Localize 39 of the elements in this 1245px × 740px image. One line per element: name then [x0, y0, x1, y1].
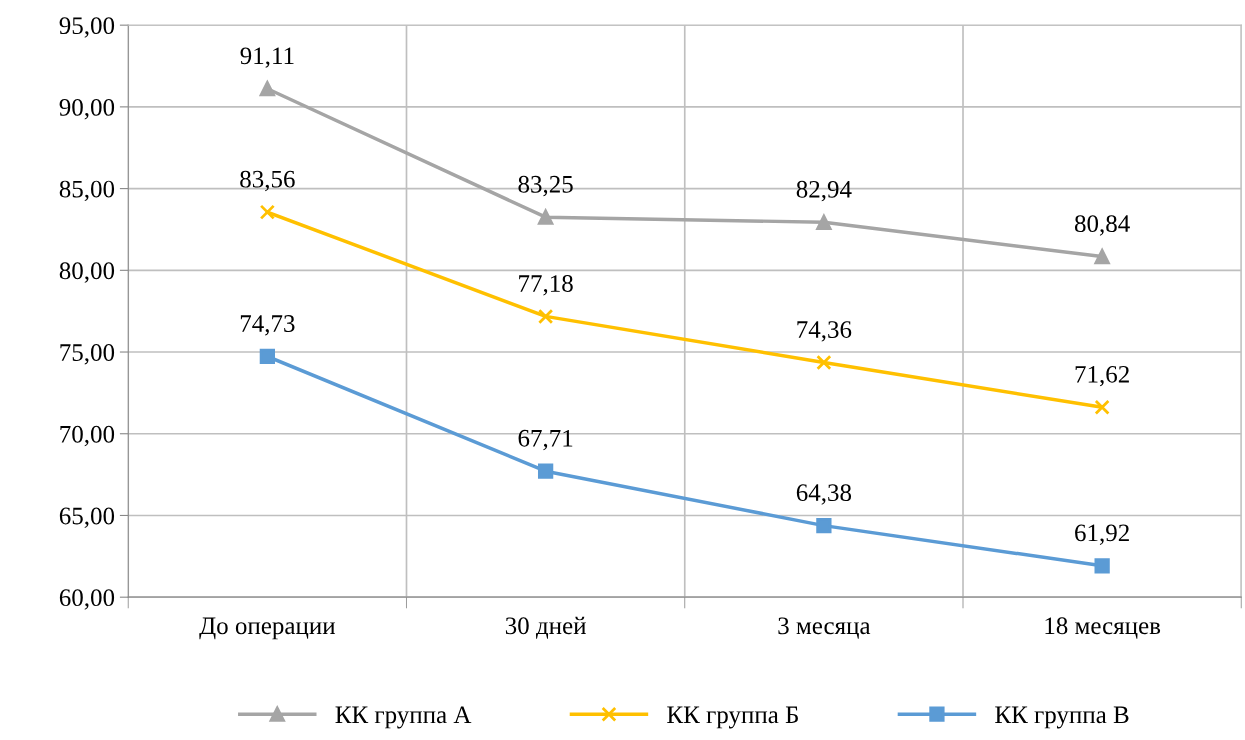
data-label: 82,94 — [796, 180, 852, 202]
data-label: 61,92 — [1075, 524, 1129, 545]
x-tick-label: 3 месяца — [778, 617, 871, 639]
legend-label: КК группа А — [335, 706, 472, 729]
data-label: 74,36 — [797, 321, 852, 342]
point — [259, 204, 275, 220]
data-label: 91,11 — [240, 47, 294, 68]
point — [537, 209, 554, 225]
y-tick-label: 85,00 — [59, 180, 115, 202]
point — [1094, 558, 1110, 574]
y-tick-label: 80,00 — [59, 262, 115, 283]
data-label: 64,38 — [796, 484, 852, 505]
y-tick-label: 65,00 — [59, 507, 115, 528]
point — [537, 463, 554, 479]
data-label: 67,71 — [518, 429, 573, 451]
point — [259, 348, 275, 365]
y-tick-label: 60,00 — [59, 589, 115, 610]
point — [537, 308, 554, 325]
point — [816, 354, 832, 371]
data-label: 80,84 — [1074, 215, 1130, 236]
x-tick-label: 30 дней — [505, 616, 586, 639]
point — [816, 214, 832, 230]
y-tick-label: 70,00 — [60, 425, 115, 447]
x-tick-label: До операции — [199, 617, 336, 640]
point — [1094, 248, 1110, 265]
y-tick-label: 75,00 — [60, 344, 115, 365]
point — [816, 517, 832, 534]
legend-label: КК группа Б — [667, 706, 798, 729]
point — [1094, 399, 1110, 415]
y-tick-label: 90,00 — [59, 98, 115, 120]
data-label: 77,18 — [519, 275, 573, 296]
legend-label: КК группа В — [995, 706, 1129, 729]
y-tick-label: 95,00 — [59, 17, 115, 38]
data-label: 83,25 — [518, 175, 573, 197]
x-tick-label: 18 месяцев — [1045, 617, 1161, 639]
data-label: 71,62 — [1075, 365, 1129, 387]
data-label: 83,56 — [240, 170, 295, 192]
point — [259, 81, 275, 97]
data-label: 74,73 — [240, 315, 295, 336]
